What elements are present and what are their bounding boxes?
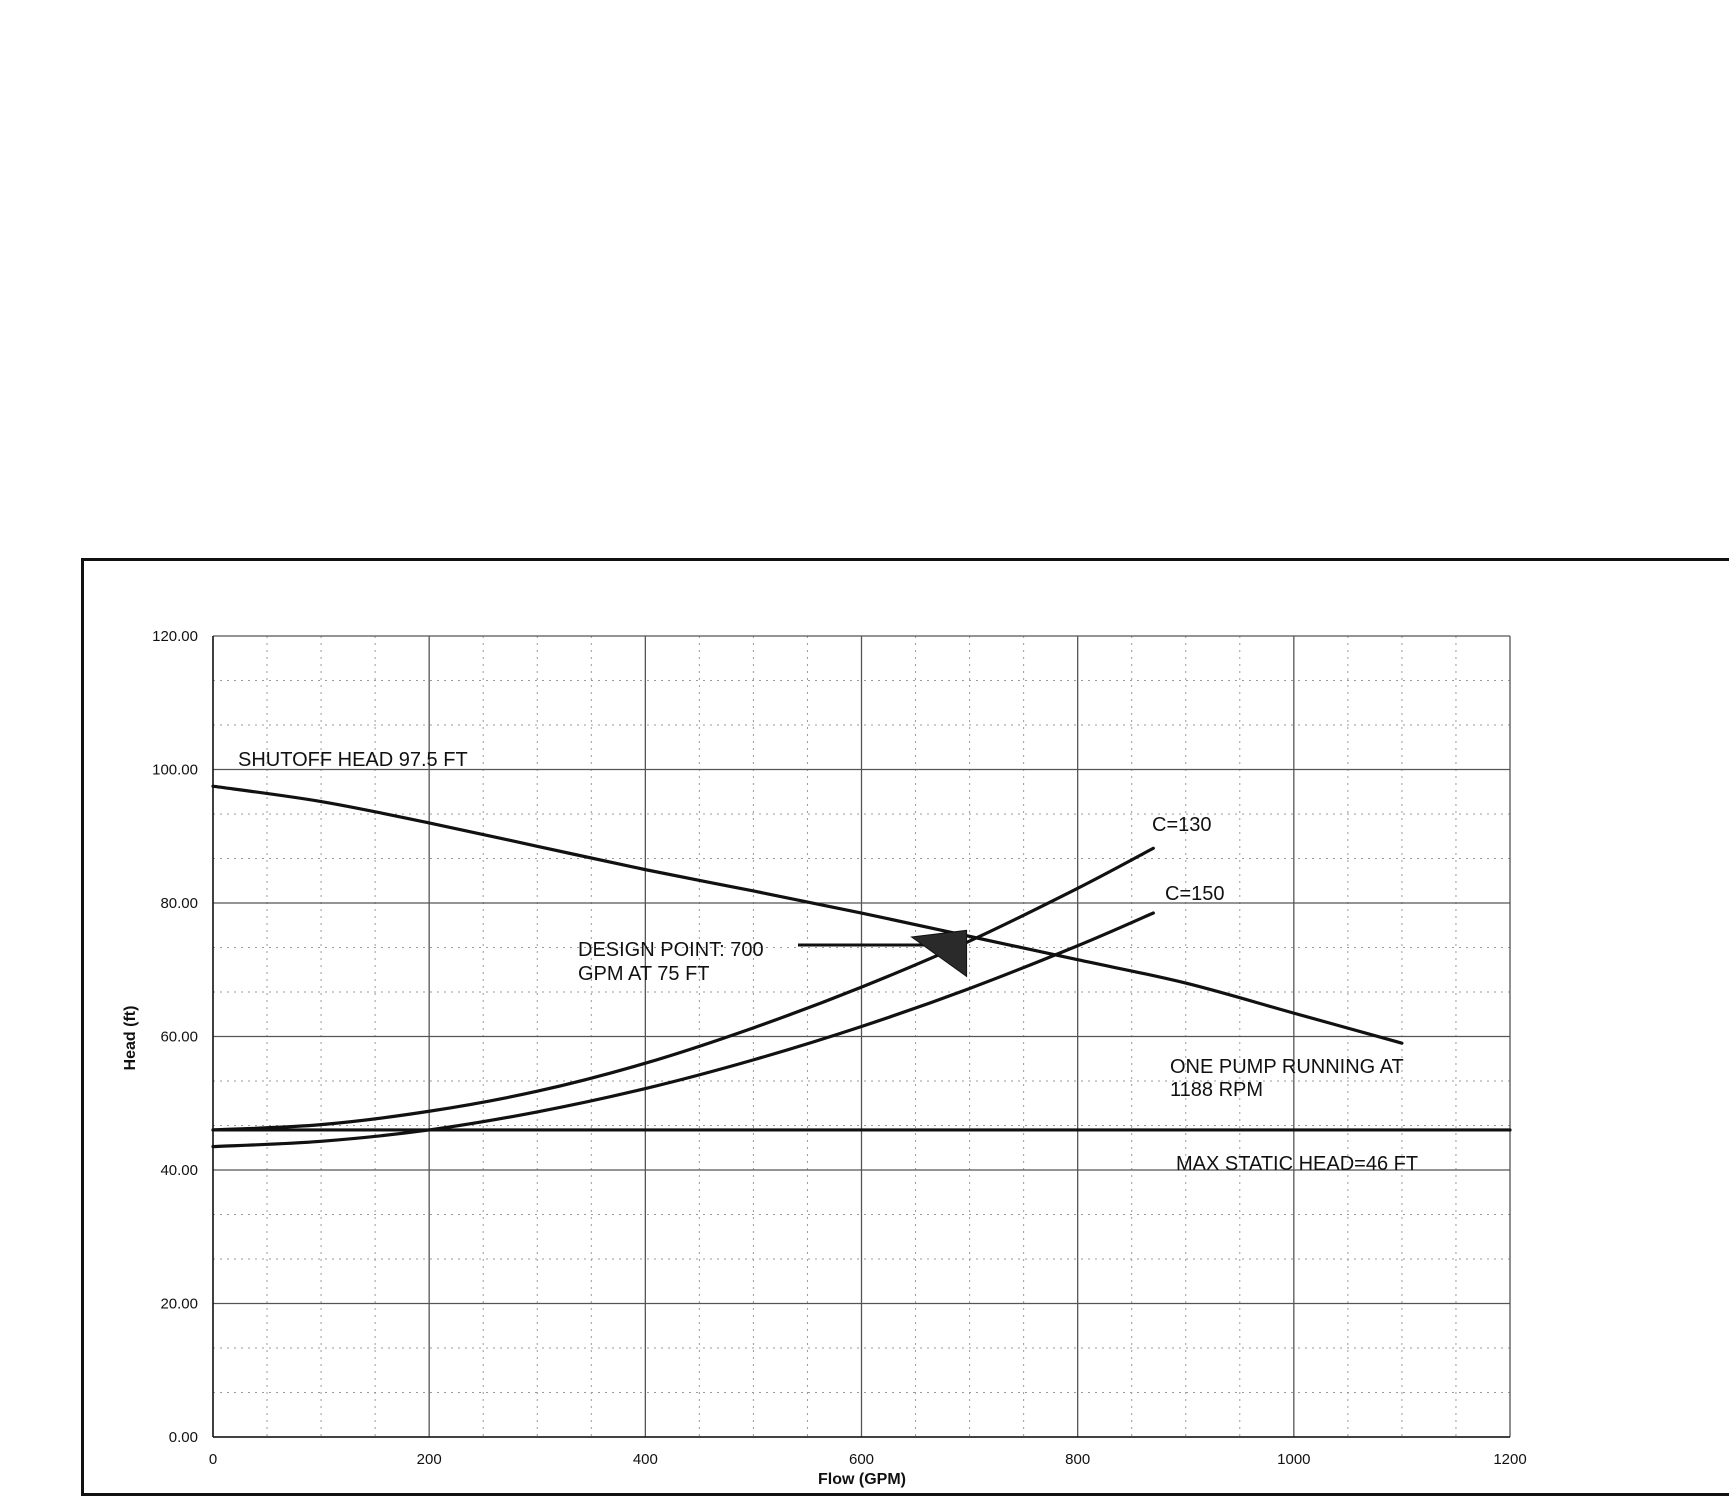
chart-frame xyxy=(81,558,1729,1496)
x-tick-label: 1000 xyxy=(1277,1451,1310,1468)
pump-curve-label-line1: ONE PUMP RUNNING AT xyxy=(1170,1056,1404,1078)
design-point-label-line1: DESIGN POINT: 700 xyxy=(578,939,764,961)
y-tick-label: 20.00 xyxy=(160,1296,198,1313)
y-tick-label: 120.00 xyxy=(152,628,198,645)
design-point-label-line2: GPM AT 75 FT xyxy=(578,963,710,985)
y-tick-label: 40.00 xyxy=(160,1162,198,1179)
x-tick-label: 800 xyxy=(1065,1451,1090,1468)
y-tick-label: 100.00 xyxy=(152,762,198,779)
static-head-label: MAX STATIC HEAD=46 FT xyxy=(1176,1153,1418,1175)
y-tick-label: 0.00 xyxy=(169,1429,198,1446)
c150-label: C=150 xyxy=(1165,883,1225,905)
x-tick-label: 400 xyxy=(633,1451,658,1468)
y-tick-label: 60.00 xyxy=(160,1029,198,1046)
ticks-layer: 0 200 400 600 800 1000 1200 0.00 20.00 40.00 60.00… xyxy=(152,628,1527,1468)
c130-system-curve xyxy=(211,846,1155,1132)
x-tick-label: 200 xyxy=(417,1451,442,1468)
x-tick-label: 600 xyxy=(849,1451,874,1468)
y-tick-label: 80.00 xyxy=(160,895,198,912)
c130-label: C=130 xyxy=(1152,814,1212,836)
x-axis-title: Flow (GPM) xyxy=(818,1471,906,1488)
y-axis-title: Head (ft) xyxy=(122,1006,139,1071)
design-point-arrow xyxy=(798,929,968,978)
c150-system-curve xyxy=(211,911,1155,1149)
series-layer xyxy=(211,784,1512,1149)
x-tick-label: 0 xyxy=(209,1451,217,1468)
shutoff-head-label: SHUTOFF HEAD 97.5 FT xyxy=(238,749,468,771)
pump-curve-label-line2: 1188 RPM xyxy=(1170,1079,1263,1101)
x-tick-label: 1200 xyxy=(1493,1451,1526,1468)
design-arrow-head xyxy=(910,929,968,978)
major-grid xyxy=(212,635,1511,1438)
pump-curve-line xyxy=(211,784,1404,1045)
